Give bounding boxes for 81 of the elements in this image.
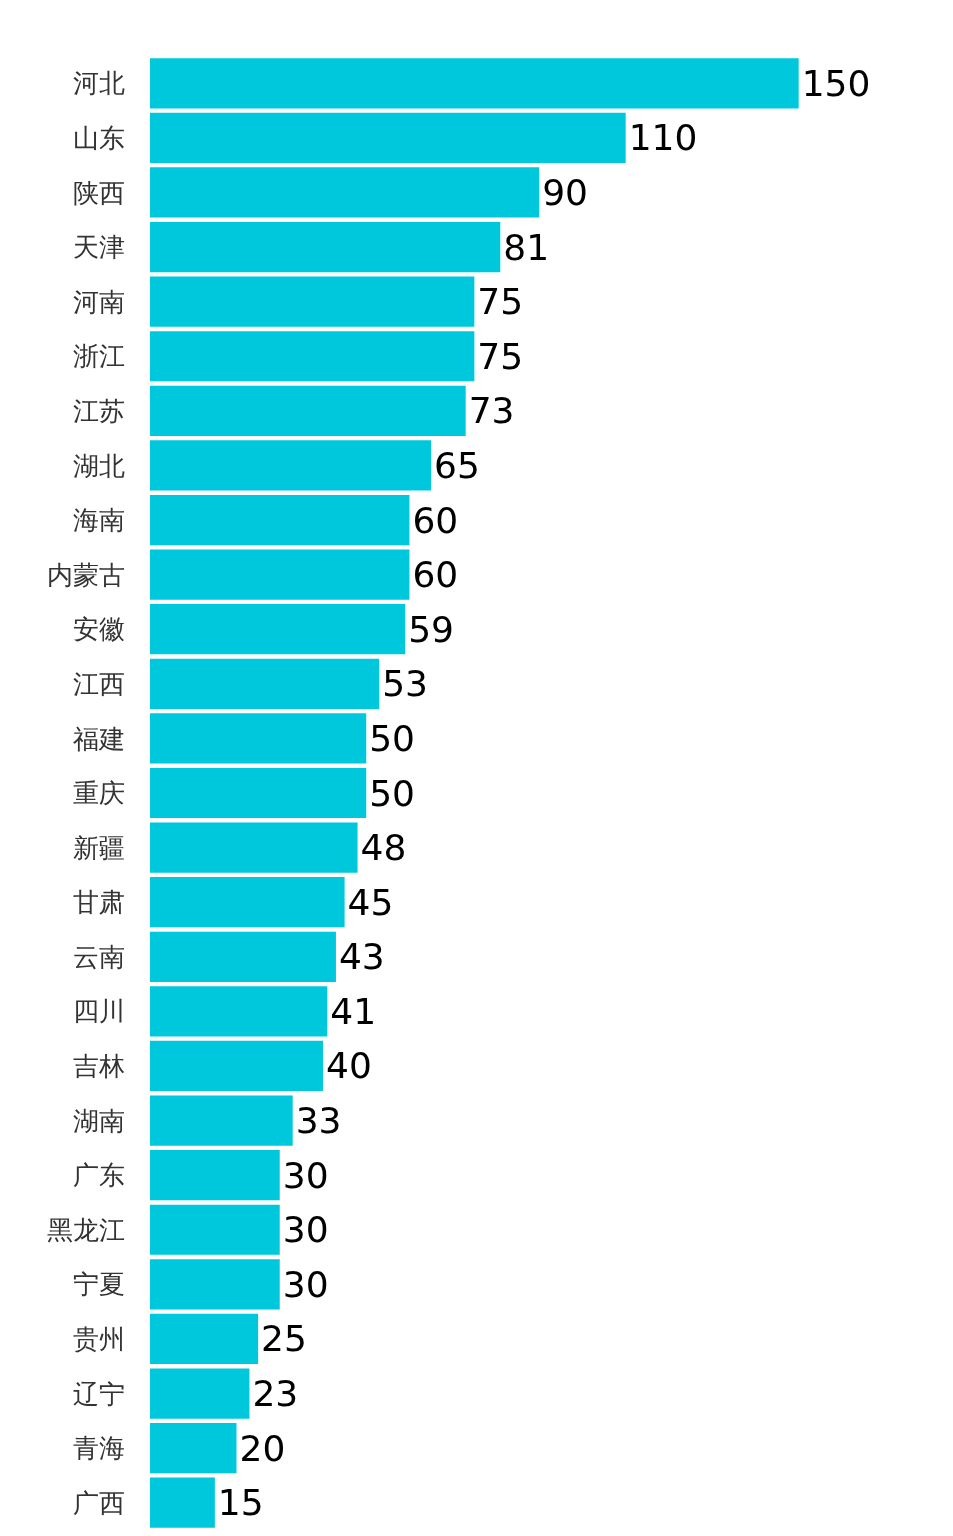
bar (150, 58, 799, 109)
bar (150, 1259, 280, 1310)
y-tick-label: 甘肃 (73, 887, 125, 918)
bar (150, 877, 345, 928)
data-label: 60 (412, 499, 459, 541)
y-tick-label: 宁夏 (73, 1269, 125, 1300)
data-label: 33 (295, 1100, 342, 1142)
bar (150, 167, 540, 218)
y-tick-label: 辽宁 (73, 1378, 125, 1409)
bar (150, 604, 406, 655)
data-label: 150 (801, 62, 871, 104)
y-tick-label: 江西 (73, 668, 125, 699)
y-tick-label: 新疆 (73, 832, 125, 863)
bar (150, 713, 367, 764)
y-tick-label: 云南 (73, 941, 125, 972)
data-label: 15 (217, 1482, 264, 1524)
bar (150, 1040, 323, 1092)
bar (150, 440, 432, 491)
bar (150, 658, 380, 709)
data-label: 75 (477, 335, 524, 377)
data-label: 25 (261, 1318, 307, 1360)
bar (150, 931, 336, 982)
data-label: 60 (412, 554, 459, 596)
data-label: 50 (369, 717, 416, 759)
bar (150, 331, 475, 382)
y-tick-label: 河北 (73, 68, 125, 99)
y-tick-label: 内蒙古 (47, 559, 125, 590)
y-tick-label: 湖北 (73, 450, 125, 481)
y-tick-label: 山东 (73, 122, 125, 153)
data-label: 30 (282, 1154, 329, 1196)
data-label: 23 (252, 1373, 299, 1415)
y-tick-label: 贵州 (73, 1324, 125, 1355)
data-label: 59 (408, 608, 454, 650)
data-label: 48 (360, 827, 407, 869)
bar (150, 1204, 280, 1255)
bar (150, 1423, 237, 1474)
data-label: 30 (282, 1263, 329, 1305)
data-label: 30 (282, 1209, 329, 1251)
data-label: 65 (434, 444, 480, 486)
y-tick-label: 湖南 (73, 1105, 125, 1136)
bar (150, 549, 410, 600)
bar (150, 1150, 280, 1201)
bar (150, 385, 466, 436)
y-tick-label: 陕西 (73, 177, 125, 208)
y-tick-label: 黑龙江 (47, 1214, 125, 1245)
data-label: 81 (503, 226, 550, 268)
bar (150, 1477, 215, 1528)
bar (150, 494, 410, 546)
y-tick-label: 重庆 (73, 778, 125, 809)
y-tick-label: 浙江 (73, 341, 125, 372)
bar (150, 986, 328, 1037)
y-tick-label: 广西 (73, 1487, 125, 1518)
y-tick-label: 吉林 (73, 1051, 125, 1082)
y-tick-label: 广东 (73, 1160, 125, 1191)
y-tick-label: 福建 (73, 723, 125, 754)
data-label: 73 (468, 390, 515, 432)
y-tick-label: 安徽 (73, 614, 125, 645)
y-tick-label: 海南 (73, 505, 125, 536)
y-tick-label: 天津 (73, 232, 125, 263)
y-tick-label: 江苏 (73, 395, 125, 426)
data-label: 50 (369, 772, 416, 814)
data-label: 90 (542, 171, 589, 213)
bar (150, 276, 475, 327)
bar (150, 822, 358, 873)
bar (150, 1095, 293, 1146)
data-label: 110 (628, 117, 698, 159)
bar (150, 221, 501, 273)
y-tick-label: 四川 (73, 996, 125, 1027)
bar (150, 767, 367, 819)
data-label: 40 (325, 1045, 372, 1087)
data-label: 53 (382, 663, 429, 705)
y-tick-label: 青海 (73, 1433, 125, 1464)
y-tick-label: 河南 (73, 286, 125, 317)
data-label: 45 (347, 881, 394, 923)
data-label: 43 (338, 936, 385, 978)
data-label: 75 (477, 281, 524, 323)
data-label: 20 (239, 1427, 286, 1469)
data-label: 41 (330, 990, 377, 1032)
bar (150, 1368, 250, 1419)
bar (150, 112, 626, 163)
bar (150, 1313, 259, 1365)
